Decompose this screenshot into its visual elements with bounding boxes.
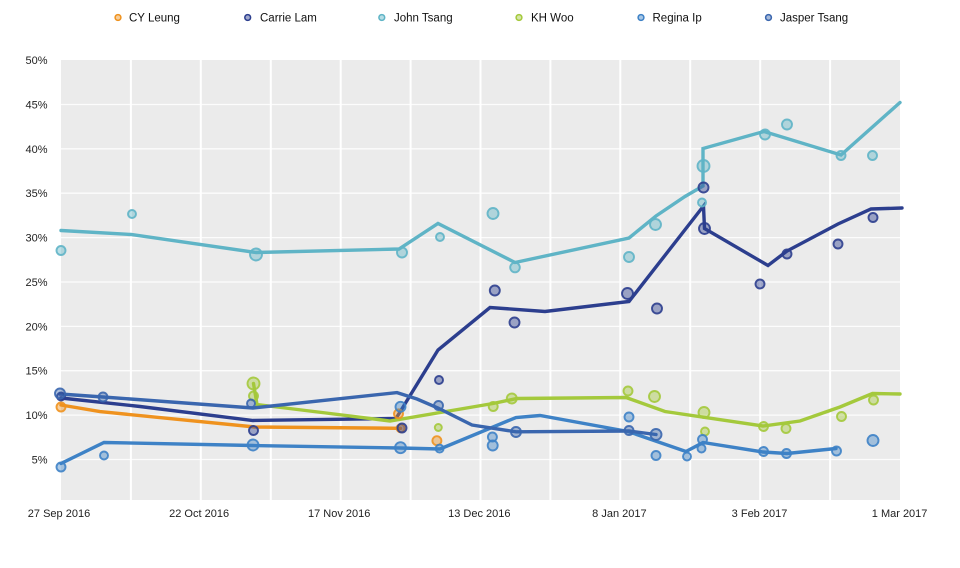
svg-text:35%: 35%	[25, 188, 47, 200]
svg-text:CY Leung: CY Leung	[129, 13, 180, 25]
svg-text:John Tsang: John Tsang	[394, 13, 453, 25]
svg-text:30%: 30%	[25, 233, 47, 245]
svg-text:Carrie Lam: Carrie Lam	[260, 13, 317, 25]
svg-text:50%: 50%	[25, 55, 47, 67]
svg-text:15%: 15%	[25, 366, 47, 378]
svg-text:40%: 40%	[25, 144, 47, 156]
svg-text:KH Woo: KH Woo	[531, 13, 574, 25]
svg-text:27 Sep 2016: 27 Sep 2016	[28, 508, 90, 520]
svg-text:5%: 5%	[32, 455, 48, 467]
svg-text:45%: 45%	[25, 100, 47, 112]
svg-text:1 Mar 2017: 1 Mar 2017	[872, 508, 928, 520]
svg-text:22 Oct 2016: 22 Oct 2016	[169, 508, 229, 520]
svg-text:13 Dec 2016: 13 Dec 2016	[448, 508, 510, 520]
svg-text:8 Jan 2017: 8 Jan 2017	[592, 508, 646, 520]
svg-text:Regina Ip: Regina Ip	[653, 13, 702, 25]
svg-text:Jasper Tsang: Jasper Tsang	[780, 13, 848, 25]
svg-text:25%: 25%	[25, 277, 47, 289]
svg-text:10%: 10%	[25, 410, 47, 422]
svg-text:17 Nov 2016: 17 Nov 2016	[308, 508, 370, 520]
svg-text:20%: 20%	[25, 321, 47, 333]
svg-text:3 Feb 2017: 3 Feb 2017	[732, 508, 788, 520]
